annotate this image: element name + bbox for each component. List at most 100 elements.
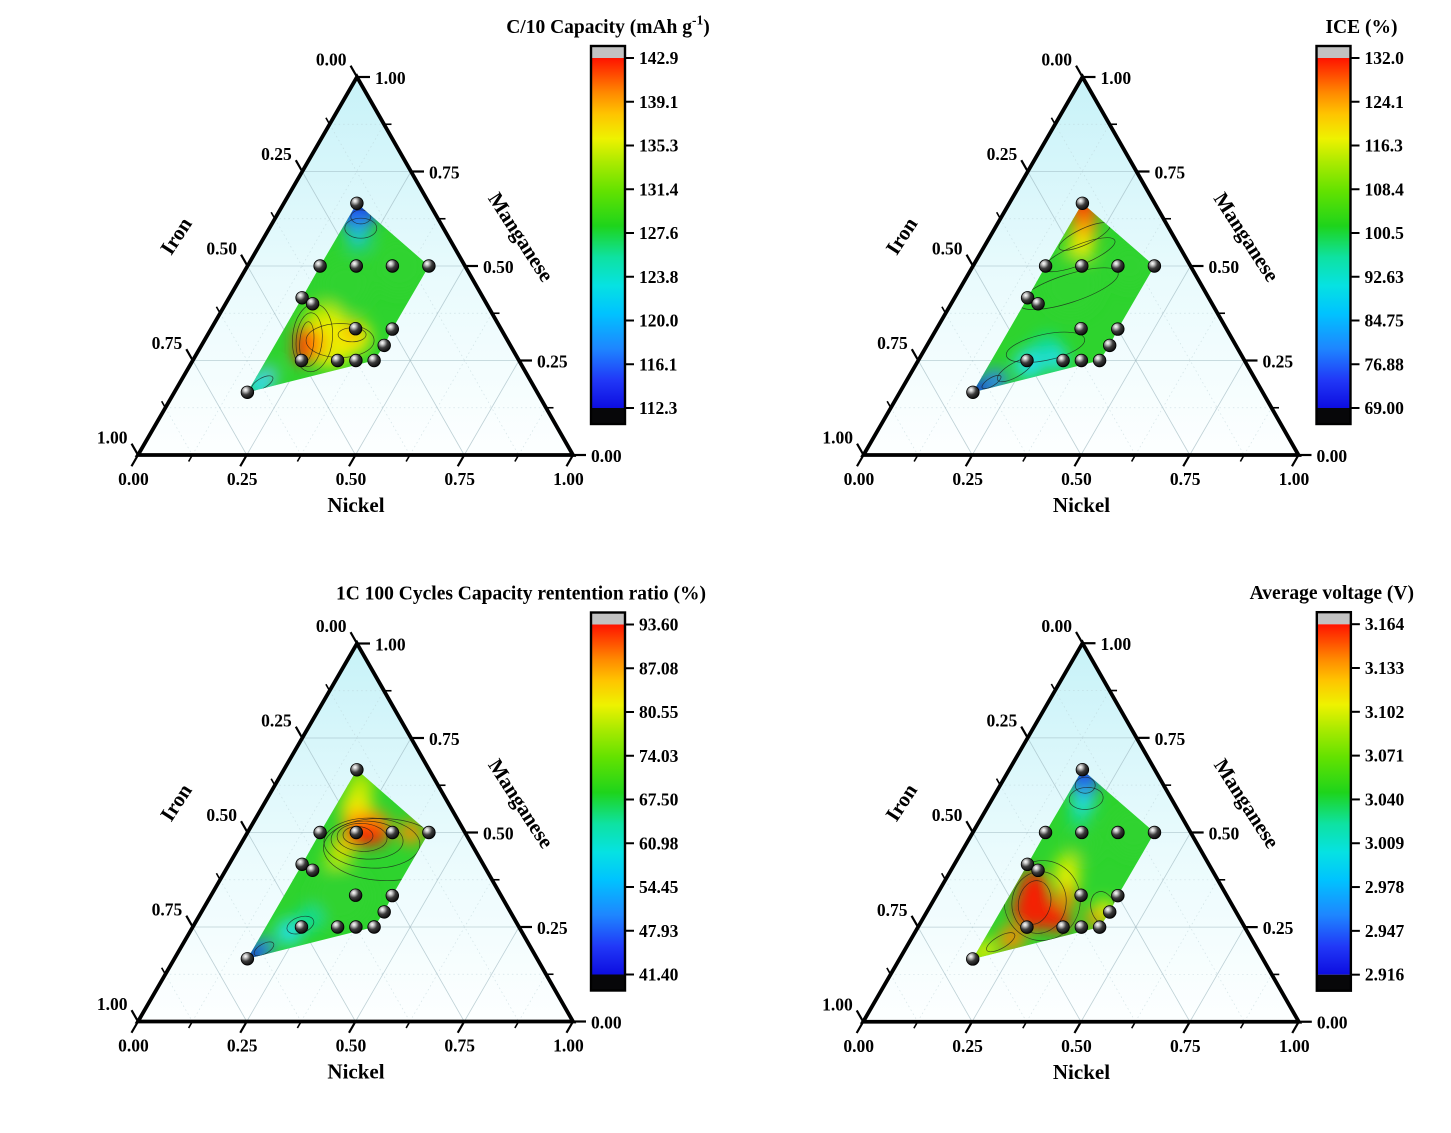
major-tick: [910, 348, 920, 362]
grid-line-major: [192, 360, 248, 456]
data-point-marker: [1020, 353, 1034, 368]
data-point: [422, 825, 436, 840]
data-point-marker: [1075, 825, 1089, 840]
right-axis-tick-label: 1.00: [1101, 634, 1132, 654]
bottom-axis-tick-label: 1.00: [1279, 469, 1310, 489]
data-point: [313, 825, 327, 840]
data-point: [305, 863, 320, 878]
major-tick: [1020, 726, 1029, 739]
left-axis-tick-label: 0.50: [206, 805, 237, 825]
colorbar-tick-label: 54.45: [639, 877, 679, 897]
data-point: [1111, 888, 1125, 903]
colorbar-tick-label: 108.4: [1365, 179, 1405, 199]
grid-line-minor: [300, 218, 439, 456]
left-axis-tick-label: 0.50: [932, 239, 963, 259]
data-point-marker: [349, 920, 363, 934]
right-axis-tick-label: 0.75: [429, 163, 460, 183]
data-point-marker: [385, 888, 400, 903]
colorbar-tick-label: 2.978: [1365, 877, 1405, 897]
data-point: [1075, 196, 1090, 211]
data-point-marker: [1074, 353, 1089, 368]
minor-tick: [160, 400, 167, 409]
minor-tick: [941, 306, 947, 314]
contour-field: [247, 771, 423, 959]
major-tick: [294, 726, 304, 739]
major-tick: [1073, 454, 1082, 467]
left-axis-tick-label: 0.00: [316, 50, 347, 70]
major-tick: [1075, 65, 1084, 78]
grid-line-minor: [1135, 313, 1218, 456]
left-axis-tick-label: 0.25: [987, 711, 1018, 731]
minor-tick: [514, 454, 520, 462]
grid-line-major: [355, 265, 466, 456]
data-point-marker: [349, 353, 363, 368]
data-point: [1075, 259, 1089, 273]
major-tick: [855, 1009, 865, 1023]
data-point: [1111, 825, 1125, 840]
data-point-marker: [377, 338, 391, 353]
data-point-marker: [295, 291, 309, 305]
data-point-marker: [1056, 353, 1070, 368]
data-point: [1075, 825, 1089, 840]
left-axis-tick-label: 0.25: [261, 144, 292, 164]
minor-tick: [1130, 454, 1137, 462]
data-point-marker: [1031, 863, 1045, 878]
data-point-marker: [1020, 920, 1034, 934]
colorbar-under-min-cap: [591, 408, 625, 424]
colorbar-tick-label: 80.55: [639, 702, 679, 722]
left-axis-tick-label: 0.50: [932, 805, 963, 825]
major-tick: [965, 254, 974, 267]
bottom-axis-title: Nickel: [1053, 493, 1110, 517]
data-point: [294, 353, 309, 368]
grid-line-minor: [300, 785, 439, 1022]
bottom-axis-tick-label: 0.25: [227, 1036, 258, 1056]
grid-line-minor: [917, 124, 1110, 456]
grid-line-minor: [165, 974, 193, 1022]
data-point-marker: [367, 920, 381, 934]
minor-tick: [1022, 1021, 1028, 1029]
axis-tick-labels: 0.00 0.25 0.50 0.75 1.00 1.00 0.75 0.50 0.25 0.00…: [97, 50, 622, 490]
grid-line-major: [463, 360, 520, 456]
colorbar-over-max-cap: [1316, 46, 1351, 58]
data-point: [1147, 259, 1162, 273]
colorbar-tick-label: 3.164: [1365, 614, 1405, 634]
left-axis-tick-label: 0.00: [316, 616, 347, 636]
major-tick: [565, 1020, 574, 1034]
colorbar-tick-label: 84.75: [1365, 311, 1405, 331]
data-point-marker: [305, 863, 320, 878]
grid-line-minor: [1054, 124, 1245, 456]
bottom-axis-tick-label: 0.00: [118, 469, 149, 489]
axis-ticks: [130, 65, 586, 467]
grid-line-minor: [518, 407, 547, 456]
data-point-marker: [1075, 259, 1089, 273]
data-point: [294, 920, 309, 934]
data-point: [350, 196, 364, 211]
data-point: [1031, 297, 1045, 311]
panel-capacity-retention: 0.00 0.25 0.50 0.75 1.00 1.00 0.75 0.50 0.25 0.00…: [0, 566, 725, 1133]
data-point: [1092, 920, 1107, 934]
field-blob: [346, 226, 371, 251]
colorbar-frame: [1315, 610, 1353, 992]
minor-tick: [325, 117, 331, 125]
left-axis-tick-label: 1.00: [97, 428, 128, 448]
grid-line-major: [355, 832, 466, 1022]
colorbar-frame: [1315, 44, 1352, 426]
field-blob: [398, 820, 423, 845]
colorbar-gradient: [1316, 58, 1351, 408]
data-point-marker: [1031, 297, 1045, 311]
contour-line: [1074, 776, 1096, 794]
minor-tick: [514, 1021, 520, 1029]
axis-ticks: [855, 631, 1312, 1034]
panel-title: 1C 100 Cycles Capacity rentention ratio …: [336, 583, 706, 604]
bottom-axis-tick-label: 0.00: [844, 469, 875, 489]
major-tick: [456, 454, 466, 467]
data-point: [305, 297, 320, 311]
data-point: [1147, 825, 1162, 840]
colorbar-tick-label: 47.93: [639, 921, 679, 941]
panel-title: Average voltage (V): [1250, 583, 1414, 604]
minor-tick: [1130, 1021, 1137, 1029]
data-point: [240, 385, 255, 400]
major-tick: [456, 1020, 466, 1034]
colorbar: 3.164 3.133 3.102 3.071 3.040 3.009 2.978 2.947…: [1315, 610, 1405, 992]
major-tick: [910, 915, 919, 928]
